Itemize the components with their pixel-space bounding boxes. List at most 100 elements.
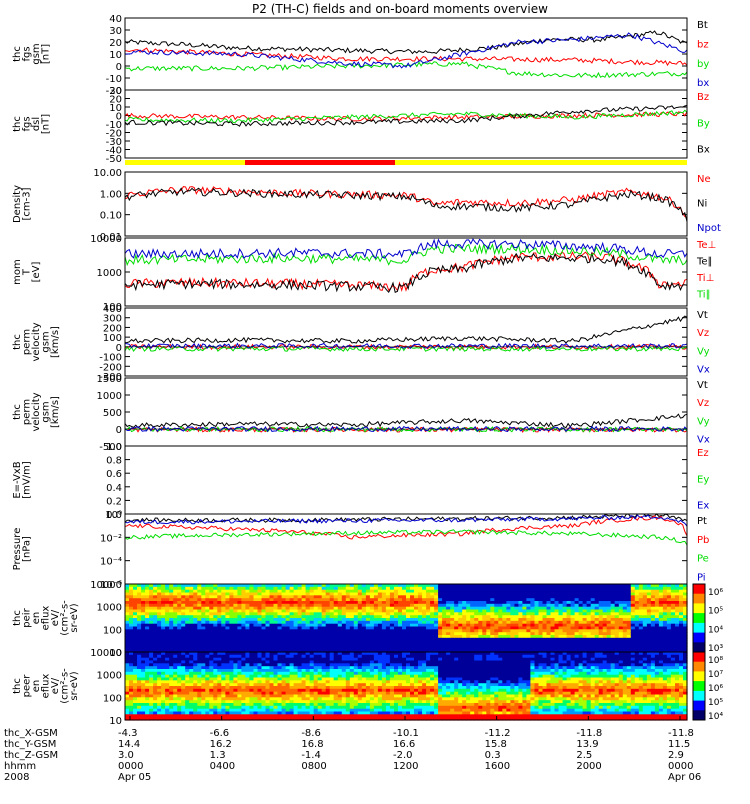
heat-cell [185,714,190,717]
heat-cell [177,680,182,683]
heat-cell [141,697,146,700]
heat-cell [145,595,150,598]
heat-cell [193,655,198,658]
heat-cell [217,629,222,632]
heat-cell [286,706,291,709]
heat-cell [213,680,218,683]
heat-cell [330,612,335,615]
heat-cell [209,595,214,598]
heat-cell [607,612,612,615]
heat-cell [575,612,580,615]
heat-cell [522,638,527,641]
legend-efield-Ez: Ez [697,448,709,459]
heat-cell [133,638,138,641]
heat-cell [623,595,628,598]
heat-cell [382,595,387,598]
heat-cell [286,621,291,624]
heat-cell [422,612,427,615]
heat-cell [249,655,254,658]
heat-cell [310,646,315,649]
heat-cell [169,587,174,590]
heat-cell [161,621,166,624]
heat-cell [667,638,672,641]
heat-cell [141,689,146,692]
heat-cell [382,638,387,641]
heat-cell [302,689,307,692]
heat-cell [262,655,267,658]
heat-cell [221,663,226,666]
heat-cell [217,612,222,615]
heat-cell [262,612,267,615]
heat-cell [386,587,391,590]
heat-cell [555,604,560,607]
heat-cell [233,646,238,649]
heat-cell [338,689,343,692]
colorbar-tick-peir-3: 10³ [708,644,723,654]
heat-cell [346,612,351,615]
heat-cell [290,655,295,658]
heat-cell [627,621,632,624]
heat-cell [370,646,375,649]
heat-cell [466,629,471,632]
heat-cell [490,604,495,607]
heat-cell [213,612,218,615]
heat-cell [245,697,250,700]
heat-cell [298,629,303,632]
heat-cell [145,697,150,700]
heat-cell [254,638,259,641]
heat-cell [667,646,672,649]
legend-temperature-Te⊥: Te⊥ [696,240,716,251]
heat-cell [354,612,359,615]
heat-cell [651,595,656,598]
heat-cell [221,655,226,658]
heat-cell [225,638,230,641]
heat-cell [314,689,319,692]
heat-cell [406,646,411,649]
heat-cell [205,638,210,641]
heat-cell [221,595,226,598]
heat-cell [310,706,315,709]
heat-cell [619,604,624,607]
heat-cell [133,655,138,658]
heat-cell [237,621,242,624]
heat-cell [161,655,166,658]
heat-cell [374,595,379,598]
heat-cell [342,646,347,649]
heat-cell [137,689,142,692]
heat-cell [490,646,495,649]
heat-cell [229,638,234,641]
heat-cell [181,621,186,624]
heat-cell [418,587,423,590]
heat-cell [290,697,295,700]
heat-cell [458,638,463,641]
heat-cell [137,587,142,590]
heat-cell [298,697,303,700]
heat-cell [270,689,275,692]
heat-cell [326,638,331,641]
legend-density-Ne: Ne [697,174,711,185]
heat-cell [478,621,483,624]
legend-pressure-Pe: Pe [697,554,709,565]
heat-cell [185,689,190,692]
heat-cell [185,646,190,649]
heat-cell [161,595,166,598]
heat-cell [314,697,319,700]
heat-cell [615,638,620,641]
heat-cell [462,595,467,598]
heat-cell [254,680,259,683]
heat-cell [225,714,230,717]
heat-cell [262,689,267,692]
heat-cell [671,612,676,615]
heat-cell [262,604,267,607]
heat-cell [125,587,130,590]
heat-cell [249,646,254,649]
heat-cell [254,689,259,692]
heat-cell [173,621,178,624]
heat-cell [402,595,407,598]
heat-cell [326,587,331,590]
heat-cell [587,604,592,607]
heat-cell [571,604,576,607]
heat-cell [306,697,311,700]
heat-cell [141,646,146,649]
heat-cell [386,646,391,649]
